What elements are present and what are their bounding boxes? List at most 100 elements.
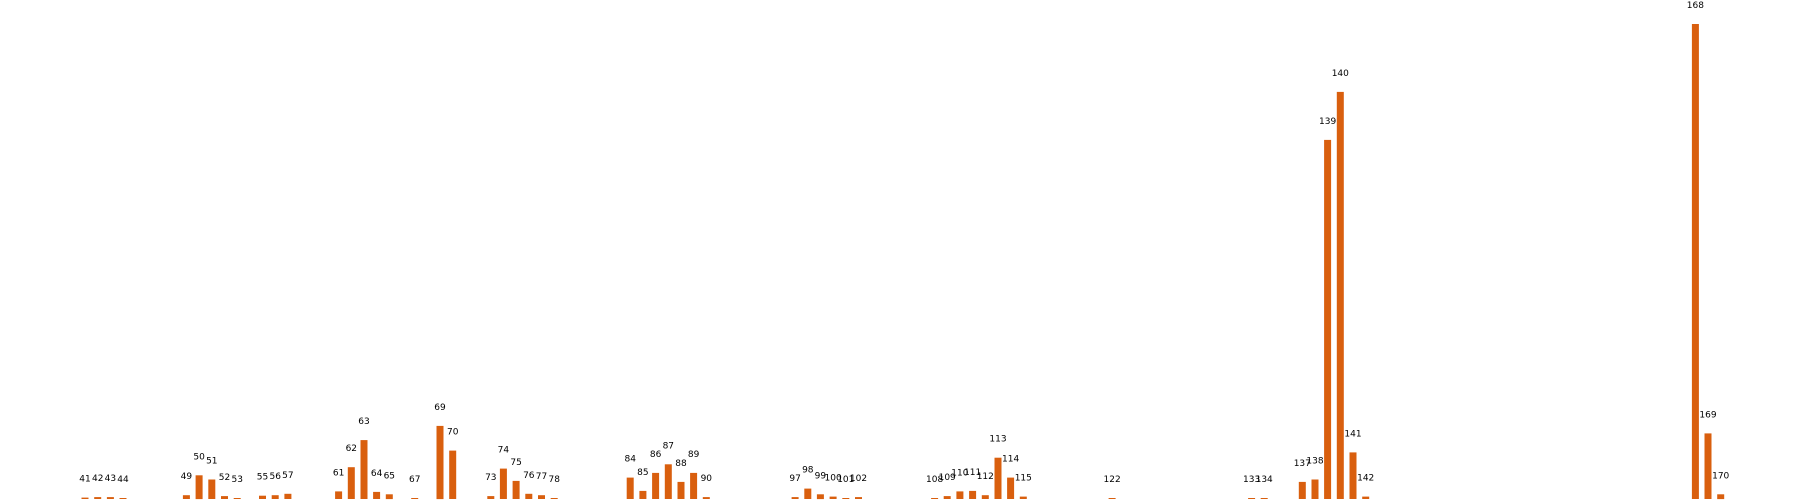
bar-169 [1704, 433, 1712, 499]
bar-113 [994, 457, 1002, 499]
bar-label-49: 49 [181, 472, 193, 482]
bar-label-86: 86 [650, 450, 662, 460]
bar-label-140: 140 [1332, 69, 1349, 79]
bar-49 [182, 495, 190, 499]
bar-84 [626, 477, 634, 499]
bar-86 [652, 472, 660, 499]
bar-label-100: 100 [825, 474, 842, 484]
bar-label-69: 69 [434, 403, 446, 413]
bar-label-97: 97 [789, 474, 800, 484]
bar-61 [335, 491, 343, 499]
bar-134 [1260, 498, 1268, 499]
bar-label-57: 57 [282, 471, 293, 481]
bar-110 [956, 491, 964, 499]
bar-label-108: 108 [926, 475, 943, 485]
bar-label-44: 44 [117, 475, 129, 485]
bar-122 [1108, 498, 1116, 499]
bar-76 [525, 493, 533, 499]
bar-89 [690, 472, 698, 499]
bar-label-64: 64 [371, 469, 383, 479]
bar-label-85: 85 [637, 468, 648, 478]
bar-label-65: 65 [384, 471, 395, 481]
bar-56 [271, 495, 279, 499]
bar-140 [1336, 91, 1344, 500]
bar-label-78: 78 [548, 475, 560, 485]
bar-label-102: 102 [850, 474, 867, 484]
bar-115 [1019, 496, 1027, 499]
bar-label-63: 63 [358, 417, 369, 427]
bar-168 [1691, 24, 1699, 499]
bar-label-51: 51 [206, 457, 217, 467]
bar-88 [677, 481, 685, 499]
bar-67 [411, 498, 419, 499]
bar-label-87: 87 [663, 441, 674, 451]
bar-170 [1717, 494, 1725, 500]
bar-141 [1349, 452, 1357, 499]
bar-label-74: 74 [498, 446, 510, 456]
bar-75 [512, 480, 520, 499]
bar-44 [119, 498, 127, 499]
bar-137 [1298, 481, 1306, 499]
bar-label-61: 61 [333, 468, 344, 478]
bar-42 [94, 497, 102, 499]
bar-label-53: 53 [231, 475, 242, 485]
bar-133 [1248, 498, 1256, 499]
bar-label-112: 112 [977, 472, 994, 482]
bar-label-138: 138 [1306, 457, 1323, 467]
bar-label-114: 114 [1002, 455, 1019, 465]
bar-label-99: 99 [815, 471, 827, 481]
bar-label-169: 169 [1699, 410, 1716, 420]
bar-109 [943, 496, 951, 499]
bar-label-62: 62 [346, 444, 357, 454]
bar-label-56: 56 [269, 472, 281, 482]
bar-label-133: 133 [1243, 475, 1260, 485]
bar-78 [550, 498, 558, 499]
bar-101 [842, 498, 850, 499]
bar-label-115: 115 [1015, 474, 1032, 484]
bar-label-89: 89 [688, 450, 700, 460]
bar-53 [233, 498, 241, 499]
bar-label-142: 142 [1357, 474, 1374, 484]
bar-100 [829, 496, 837, 499]
bar-label-42: 42 [92, 474, 103, 484]
bar-69 [436, 425, 444, 500]
bar-138 [1311, 479, 1319, 499]
bar-99 [816, 494, 824, 500]
bar-label-109: 109 [939, 473, 956, 483]
bar-73 [487, 496, 495, 499]
bar-111 [969, 490, 977, 499]
bar-51 [208, 479, 216, 499]
bar-90 [702, 497, 710, 499]
bar-114 [1007, 477, 1015, 499]
bar-label-73: 73 [485, 473, 496, 483]
bar-87 [664, 464, 672, 499]
bar-55 [259, 495, 266, 499]
bar-label-43: 43 [105, 474, 116, 484]
bar-98 [804, 488, 812, 499]
bar-62 [347, 467, 355, 499]
bar-label-52: 52 [219, 473, 230, 483]
bar-label-84: 84 [624, 455, 636, 465]
bar-series [81, 24, 1725, 500]
bar-57 [284, 493, 292, 499]
bar-102 [855, 497, 862, 499]
bar-label-90: 90 [701, 474, 713, 484]
bar-label-137: 137 [1294, 459, 1311, 469]
bar-label-41: 41 [79, 475, 90, 485]
bar-label-67: 67 [409, 475, 420, 485]
bar-139 [1324, 139, 1332, 499]
bar-label-113: 113 [989, 435, 1006, 445]
bar-label-55: 55 [257, 473, 268, 483]
bar-label-139: 139 [1319, 117, 1336, 127]
bar-label-77: 77 [536, 472, 547, 482]
bar-64 [373, 491, 381, 499]
bar-label-134: 134 [1256, 475, 1273, 485]
bar-label-88: 88 [675, 459, 687, 469]
bar-label-70: 70 [447, 428, 459, 438]
bar-label-170: 170 [1712, 471, 1729, 481]
bar-108 [931, 498, 939, 499]
bar-97 [791, 497, 799, 499]
bar-63 [360, 440, 368, 499]
bar-70 [449, 450, 457, 499]
